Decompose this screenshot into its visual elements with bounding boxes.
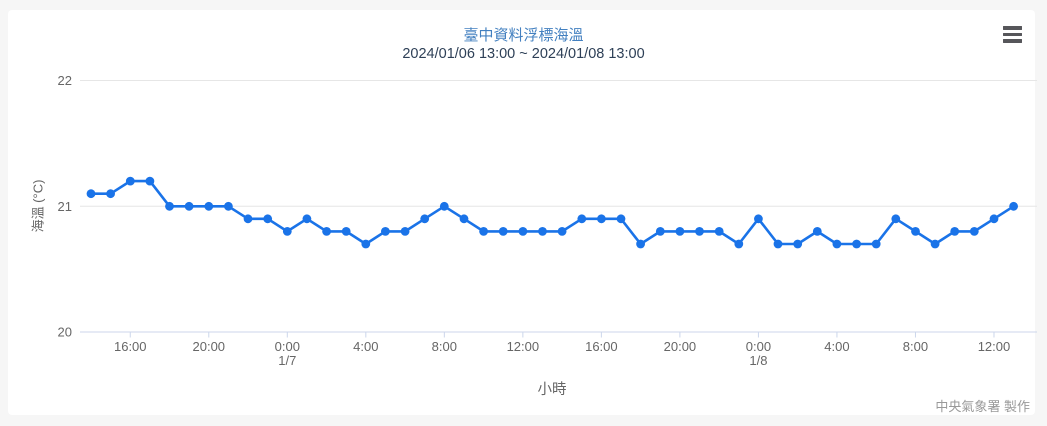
data-point-marker[interactable] [832,239,842,249]
data-point-marker[interactable] [911,227,920,236]
x-tick-label: 8:00 [903,339,928,354]
data-point-marker[interactable] [282,227,292,236]
data-point-marker[interactable] [557,227,567,236]
data-point-marker[interactable] [518,227,528,236]
data-point-marker[interactable] [636,239,645,249]
data-point-marker[interactable] [734,239,744,249]
data-point-marker[interactable] [184,201,194,211]
data-point-marker[interactable] [969,227,979,236]
x-tick-label: 16:00 [585,339,618,354]
data-point-marker[interactable] [616,214,626,224]
data-point-marker[interactable] [538,227,547,236]
data-point-marker[interactable] [773,239,783,249]
data-point-marker[interactable] [224,201,233,211]
data-point-marker[interactable] [459,214,469,224]
data-point-marker[interactable] [479,227,488,236]
data-point-marker[interactable] [714,227,724,236]
chart-context-menu-button[interactable] [1003,26,1023,43]
y-tick-label: 21 [58,199,72,214]
chart-title: 臺中資料浮標海溫 [463,27,584,44]
hamburger-icon [1003,39,1022,43]
x-tick-label: 4:00 [824,339,849,354]
data-point-marker[interactable] [950,227,960,236]
x-tick-label: 20:00 [193,339,226,354]
x-tick-label: 12:00 [507,339,540,354]
data-point-marker[interactable] [302,214,312,224]
data-point-marker[interactable] [263,214,273,224]
y-tick-label: 22 [58,73,72,88]
chart-subtitle: 2024/01/06 13:00 ~ 2024/01/08 13:00 [402,46,645,62]
data-point-marker[interactable] [322,227,331,236]
data-point-marker[interactable] [439,201,449,211]
data-point-marker[interactable] [341,227,351,236]
data-point-marker[interactable] [420,214,430,224]
data-point-marker[interactable] [165,201,174,211]
data-point-marker[interactable] [361,239,371,249]
data-point-marker[interactable] [125,176,135,186]
x-tick-label: 0:00 [275,339,300,354]
data-point-marker[interactable] [793,239,803,249]
data-point-marker[interactable] [852,239,861,249]
x-tick-label: 8:00 [432,339,457,354]
x-tick-label: 0:00 [746,339,771,354]
data-point-marker[interactable] [243,214,253,224]
series-line [89,179,1015,246]
y-axis-title: 海溫 (°C) [30,179,46,233]
data-point-marker[interactable] [106,189,115,199]
chart-card [8,10,1035,415]
x-tick-day-label: 1/7 [278,353,296,368]
data-point-marker[interactable] [577,214,587,224]
data-point-marker[interactable] [812,227,822,236]
x-tick-day-label: 1/8 [749,353,767,368]
data-point-marker[interactable] [204,201,214,211]
hamburger-icon [1003,32,1022,37]
data-point-marker[interactable] [498,227,508,236]
y-tick-label: 20 [58,325,72,340]
data-point-marker[interactable] [891,214,901,224]
data-point-marker[interactable] [989,214,999,224]
x-tick-label: 16:00 [114,339,147,354]
data-point-marker[interactable] [871,239,881,249]
data-point-marker[interactable] [1009,201,1018,211]
x-axis-title: 小時 [537,382,567,398]
x-tick-label: 20:00 [664,339,697,354]
credits-label: 中央氣象署 製作 [935,399,1030,414]
data-point-marker[interactable] [381,227,390,236]
data-point-marker[interactable] [655,227,665,236]
hamburger-icon [1003,26,1022,30]
x-tick-label: 4:00 [353,339,378,354]
data-point-marker[interactable] [400,227,410,236]
data-point-marker[interactable] [754,214,763,224]
data-point-marker[interactable] [695,227,704,236]
data-point-marker[interactable] [86,189,96,199]
data-point-marker[interactable] [930,239,940,249]
x-tick-label: 12:00 [978,339,1011,354]
data-point-marker[interactable] [145,176,155,186]
data-point-marker[interactable] [597,214,606,224]
data-point-marker[interactable] [675,227,685,236]
